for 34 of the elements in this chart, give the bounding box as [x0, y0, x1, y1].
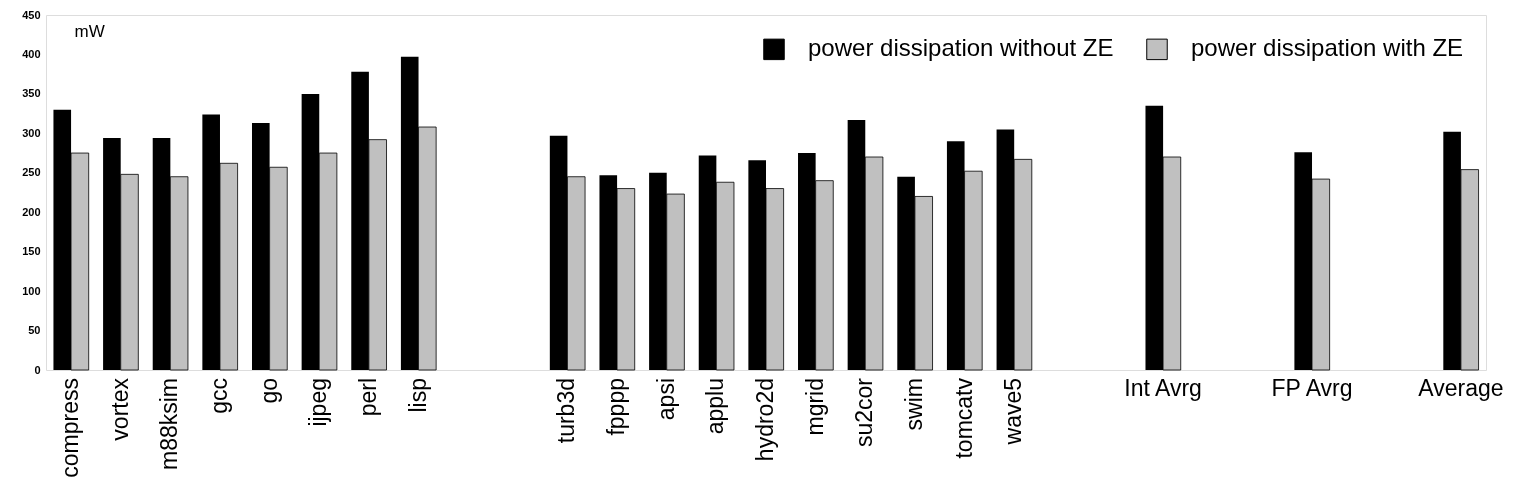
x-tick-label: wave5	[1000, 378, 1027, 446]
x-tick-label: su2cor	[851, 377, 878, 448]
y-tick-label: 300	[22, 126, 41, 139]
y-tick-label: 0	[34, 363, 41, 376]
x-tick-label: Average	[1418, 375, 1504, 401]
x-tick-label: gcc	[205, 378, 232, 414]
x-tick-label: ijpeg	[305, 378, 332, 427]
x-tick-label: lisp	[404, 378, 431, 413]
legend-label: power dissipation without ZE	[808, 34, 1114, 62]
y-tick-label: 200	[22, 205, 41, 218]
x-tick-label: mgrid	[801, 378, 828, 436]
y-tick-label: 400	[22, 47, 41, 60]
y-tick-label: 350	[22, 87, 41, 100]
y-tick-label: 450	[22, 8, 41, 21]
x-tick-label: vortex	[106, 377, 133, 441]
x-tick-label: perl	[354, 378, 381, 417]
legend-label: power dissipation with ZE	[1191, 34, 1464, 62]
y-tick-label: 100	[22, 284, 41, 297]
y-tick-label: 150	[22, 245, 41, 258]
y-tick-label: 50	[28, 324, 41, 337]
x-tick-label: turb3d	[553, 378, 580, 444]
x-tick-label: tomcatv	[950, 377, 977, 459]
x-tick-label: m88ksim	[156, 378, 183, 471]
x-tick-label: FP Avrg	[1271, 375, 1353, 401]
x-tick-label: applu	[702, 378, 729, 435]
y-tick-label: 250	[22, 166, 41, 179]
x-tick-label: hydro2d	[752, 378, 778, 462]
x-tick-label: fpppp	[603, 378, 630, 436]
x-tick-label: compress	[57, 378, 84, 478]
x-tick-label: go	[255, 378, 282, 404]
y-axis-title: mW	[74, 21, 105, 41]
x-tick-label: Int Avrg	[1124, 375, 1202, 401]
x-tick-label: apsi	[652, 378, 679, 421]
x-tick-label: swim	[900, 378, 927, 431]
